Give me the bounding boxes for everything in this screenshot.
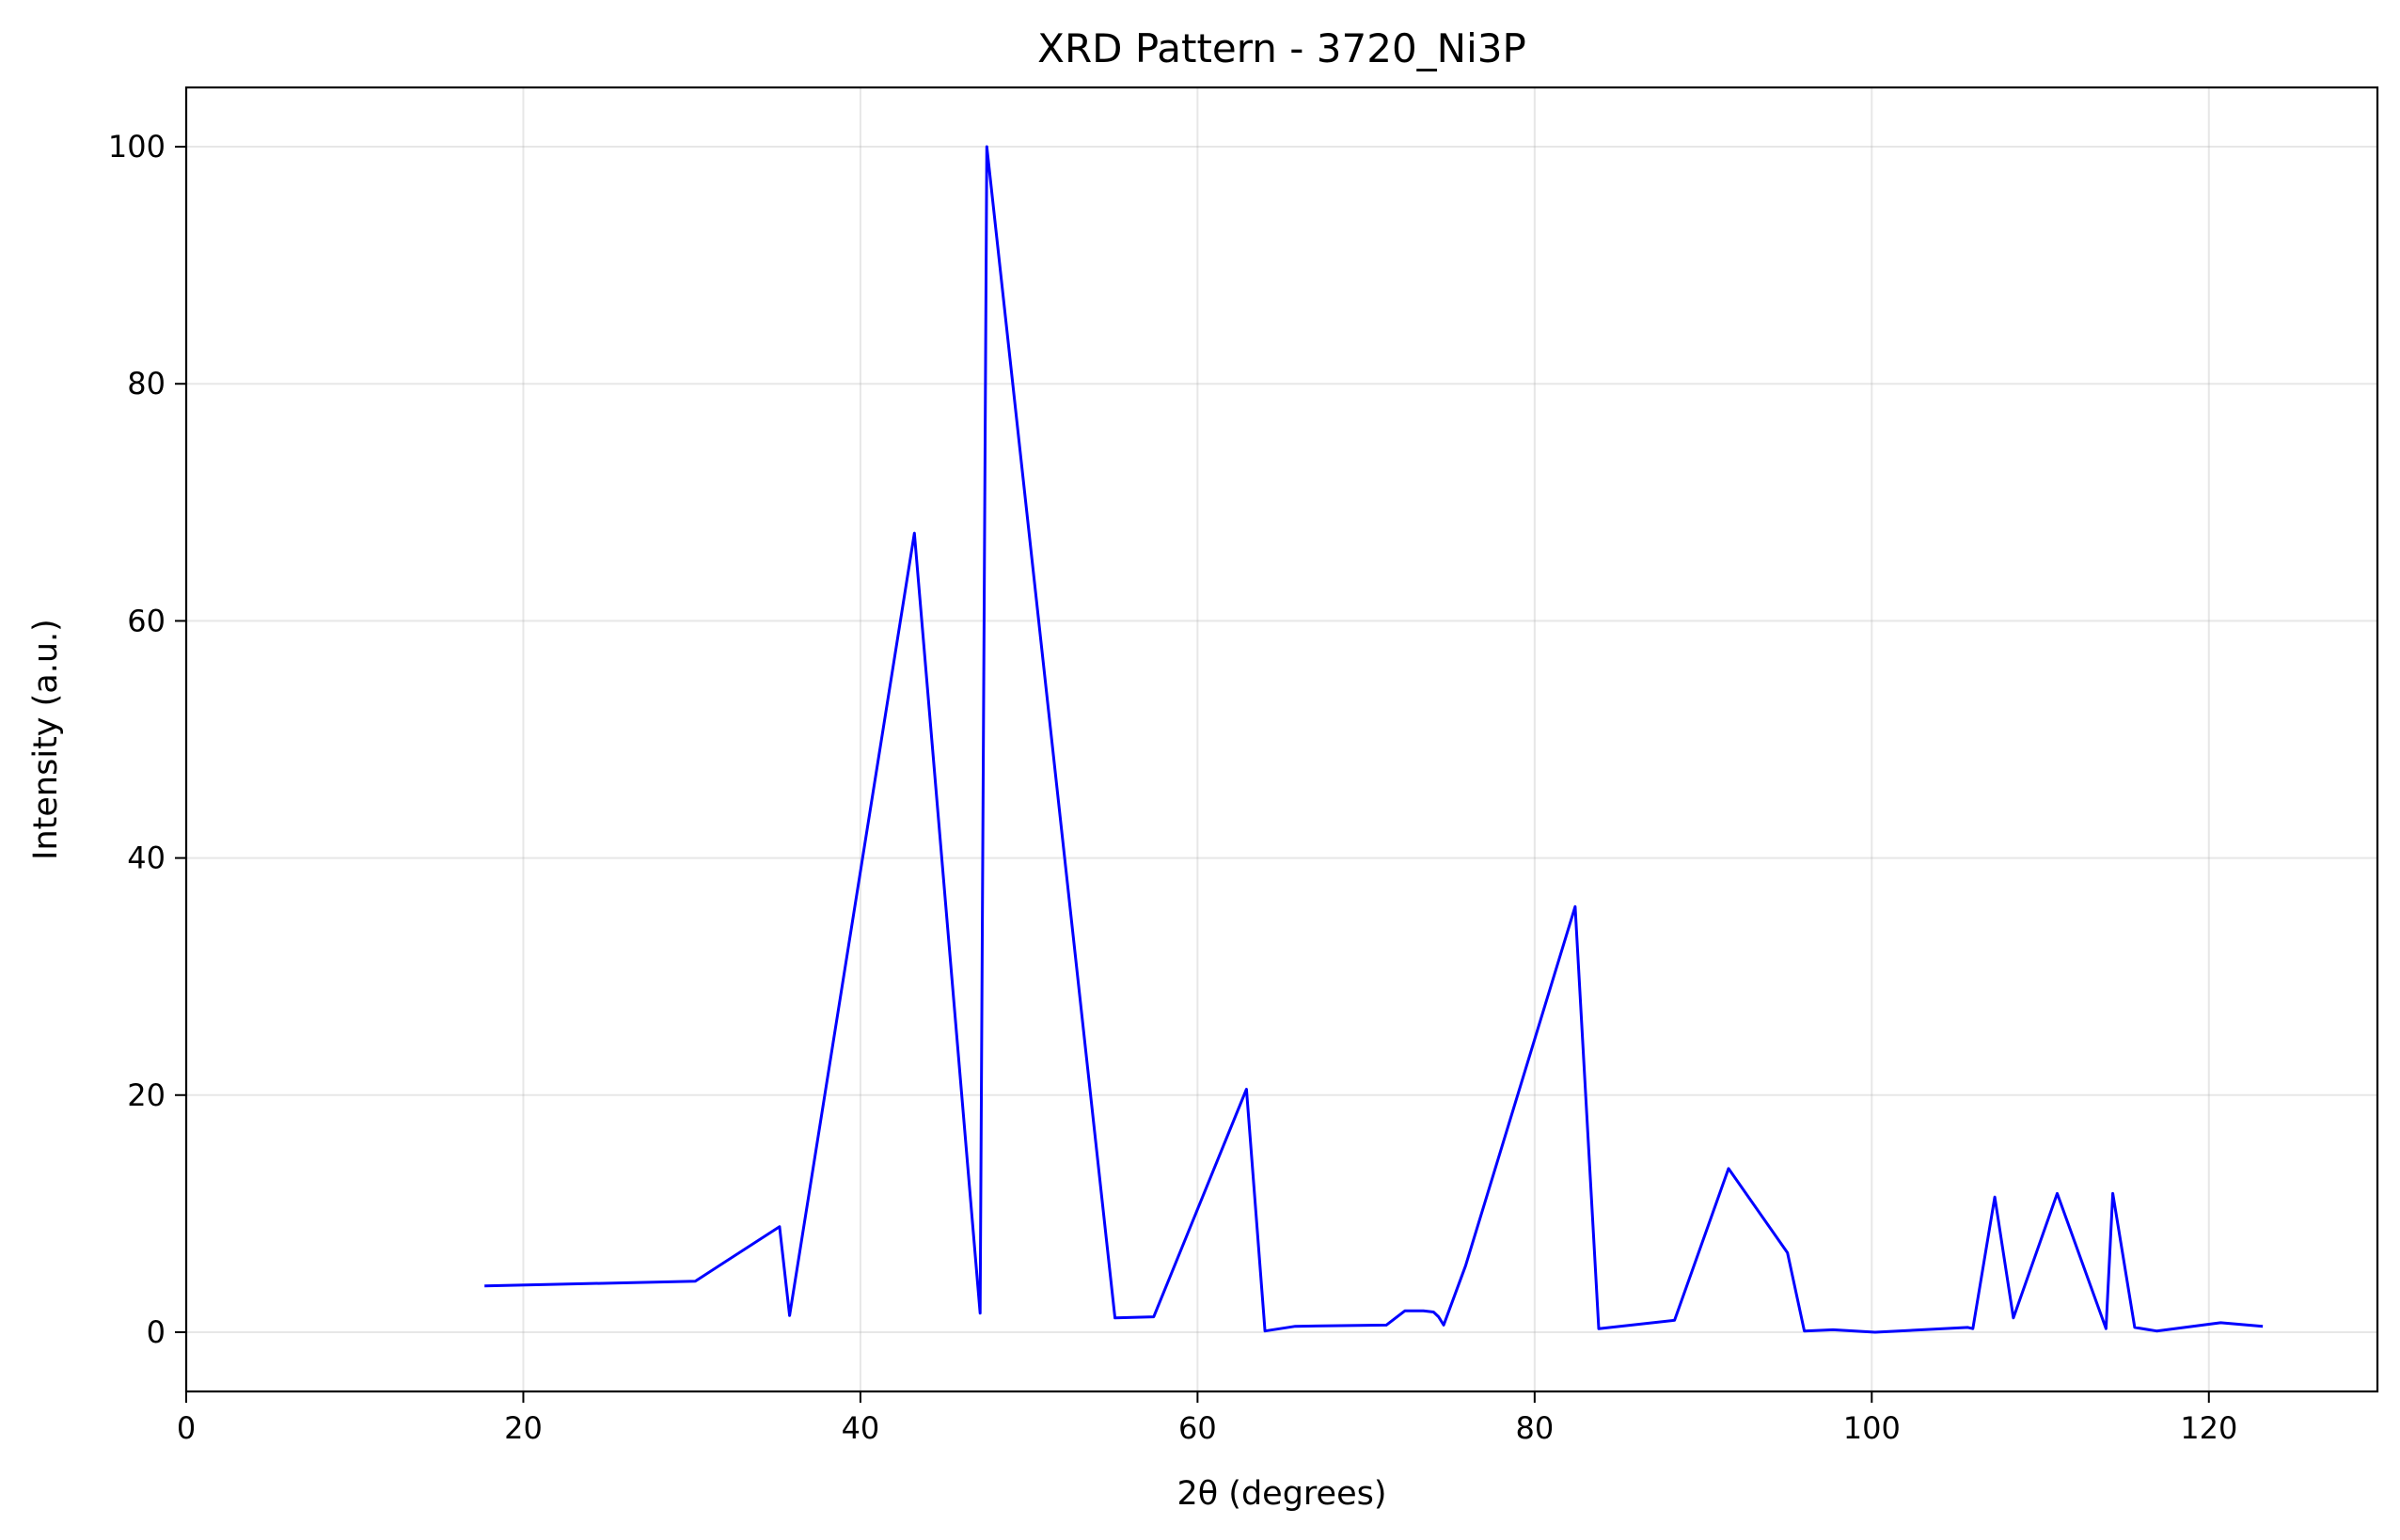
x-axis-label: 2θ (degrees) xyxy=(1176,1475,1386,1513)
x-tick-label: 0 xyxy=(177,1410,196,1446)
x-tick-label: 40 xyxy=(842,1410,880,1446)
x-tick-label: 60 xyxy=(1178,1410,1217,1446)
x-tick-label: 100 xyxy=(1843,1410,1901,1446)
y-tick-label: 0 xyxy=(147,1314,166,1350)
grid-layer xyxy=(185,87,2377,1391)
y-tick-label: 60 xyxy=(127,603,166,638)
y-tick-label: 80 xyxy=(127,366,166,401)
y-tick-label: 20 xyxy=(127,1077,166,1113)
xrd-series-line xyxy=(484,145,2264,1334)
plot-frame xyxy=(184,86,2379,1393)
x-tick-label: 20 xyxy=(504,1410,543,1446)
tick-layer: 0 20 40 60 80 100 120 0 20 40 60 80 100 xyxy=(108,129,2237,1446)
y-tick-label: 40 xyxy=(127,841,166,876)
x-tick-label: 80 xyxy=(1515,1410,1554,1446)
chart-title: XRD Pattern - 3720_Ni3P xyxy=(1037,25,1526,71)
y-axis-label: Intensity (a.u.) xyxy=(27,619,65,860)
y-tick-label: 100 xyxy=(108,129,166,165)
x-tick-label: 120 xyxy=(2180,1410,2237,1446)
series-layer xyxy=(484,145,2264,1334)
